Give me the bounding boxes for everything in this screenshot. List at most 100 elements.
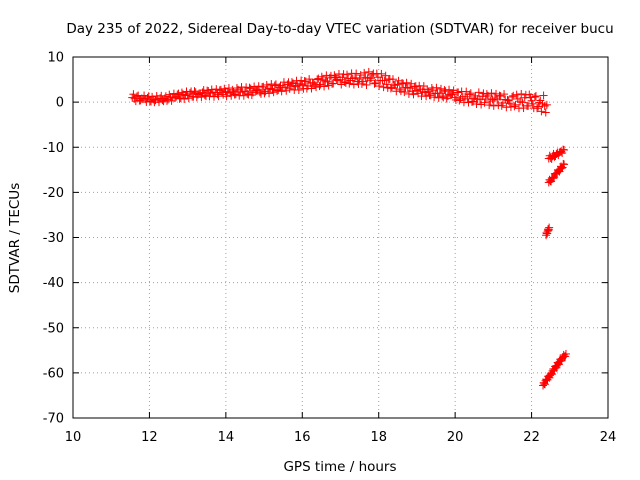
data-point xyxy=(472,100,481,109)
data-point xyxy=(320,82,329,91)
data-point xyxy=(342,70,351,79)
data-point xyxy=(509,91,518,100)
data-point xyxy=(359,77,368,86)
data-point xyxy=(222,92,231,101)
data-point xyxy=(489,101,498,110)
grid xyxy=(73,57,608,418)
data-point xyxy=(362,80,371,89)
data-point xyxy=(204,87,213,96)
data-point xyxy=(393,80,402,89)
data-point xyxy=(154,98,163,107)
data-point xyxy=(244,90,253,99)
y-tick-label: 10 xyxy=(47,51,64,66)
data-point xyxy=(174,89,183,98)
data-point xyxy=(492,89,501,98)
data-point xyxy=(465,90,474,99)
data-point xyxy=(474,88,483,97)
data-point xyxy=(537,107,546,116)
data-point xyxy=(549,174,558,183)
data-point xyxy=(356,71,365,80)
data-point xyxy=(517,89,526,98)
data-point xyxy=(283,80,292,89)
data-point xyxy=(294,86,303,95)
data-point xyxy=(239,91,248,100)
data-point xyxy=(437,84,446,93)
x-tick-label: 24 xyxy=(600,430,617,445)
data-point xyxy=(480,98,489,107)
data-point xyxy=(539,91,548,100)
data-point xyxy=(324,81,333,90)
data-point xyxy=(396,87,405,96)
data-point xyxy=(214,92,223,101)
data-point xyxy=(323,77,332,86)
data-point xyxy=(449,86,458,95)
data-point xyxy=(257,89,266,98)
data-point xyxy=(277,87,286,96)
data-point xyxy=(367,74,376,83)
data-point xyxy=(388,75,397,84)
data-point xyxy=(547,370,556,379)
data-point xyxy=(506,102,515,111)
x-tick-label: 20 xyxy=(447,430,464,445)
data-point xyxy=(370,79,379,88)
data-point xyxy=(466,89,475,98)
y-tick-label: 0 xyxy=(56,96,64,111)
data-point xyxy=(531,92,540,101)
data-point xyxy=(316,80,325,89)
data-point xyxy=(329,79,338,88)
data-point xyxy=(144,92,153,101)
data-point xyxy=(533,104,542,113)
data-point xyxy=(496,92,505,101)
data-point xyxy=(439,93,448,102)
data-point xyxy=(493,95,502,104)
data-point xyxy=(145,96,154,105)
data-point xyxy=(477,100,486,109)
data-point xyxy=(430,93,439,102)
data-point xyxy=(282,86,291,95)
data-point xyxy=(451,95,460,104)
data-point xyxy=(200,91,209,100)
y-tick-label: -40 xyxy=(43,276,64,291)
data-point xyxy=(409,90,418,99)
data-point xyxy=(158,96,167,105)
data-point xyxy=(516,97,525,106)
data-point xyxy=(560,145,569,154)
data-point xyxy=(534,102,543,111)
x-tick-label: 14 xyxy=(218,430,235,445)
data-point xyxy=(402,78,411,87)
y-tick-label: -30 xyxy=(43,231,64,246)
data-point xyxy=(180,94,189,103)
chart-title: Day 235 of 2022, Sidereal Day-to-day VTE… xyxy=(66,21,613,37)
data-point xyxy=(265,89,274,98)
data-point xyxy=(422,92,431,101)
x-tick-label: 22 xyxy=(523,430,540,445)
data-point xyxy=(232,84,241,93)
data-point xyxy=(535,98,544,107)
data-point xyxy=(262,80,271,89)
x-tick-label: 16 xyxy=(294,430,311,445)
data-point xyxy=(530,92,539,101)
data-point xyxy=(191,88,200,97)
data-point xyxy=(482,90,491,99)
x-tick-label: 12 xyxy=(141,430,158,445)
data-point xyxy=(245,83,254,92)
data-point xyxy=(432,83,441,92)
data-point xyxy=(259,82,268,91)
data-point xyxy=(199,86,208,95)
data-point xyxy=(340,77,349,86)
data-point xyxy=(511,100,520,109)
y-axis-label: SDTVAR / TECUs xyxy=(7,183,23,293)
y-tick-label: -50 xyxy=(43,321,64,336)
data-point xyxy=(382,80,391,89)
data-point xyxy=(501,95,510,104)
data-point xyxy=(540,380,549,389)
data-point xyxy=(190,87,199,96)
x-tick-label: 10 xyxy=(65,430,82,445)
data-point xyxy=(528,99,537,108)
data-point xyxy=(224,84,233,93)
data-point xyxy=(189,92,198,101)
axis-ticks: 10 12 14 16 18 20 22 24 10 0 -10 -20 -30 -40 -50 -60 -70 xyxy=(43,51,617,446)
data-point xyxy=(314,74,323,83)
data-point xyxy=(560,160,569,169)
data-point xyxy=(419,82,428,91)
